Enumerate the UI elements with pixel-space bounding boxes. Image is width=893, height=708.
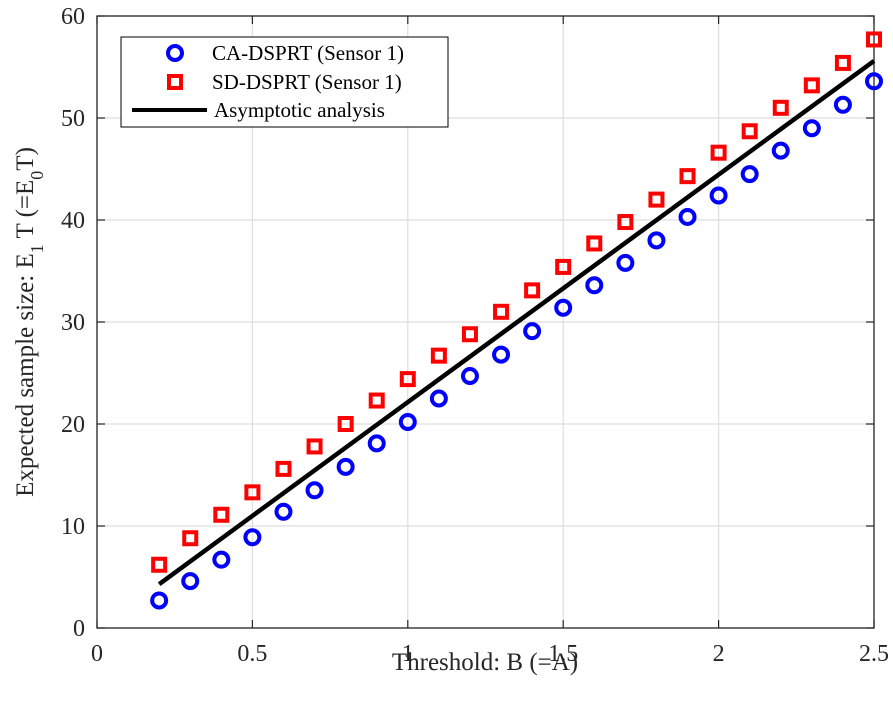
sd-dsprt-point — [679, 168, 696, 185]
sd-dsprt-point — [213, 506, 230, 523]
sd-dsprt-point — [741, 123, 758, 140]
ca-dsprt-point — [243, 528, 262, 547]
y-tick-label: 0 — [73, 616, 85, 642]
ca-dsprt-point — [274, 502, 293, 521]
sd-dsprt-point — [244, 484, 261, 501]
y-axis-label-prefix: Expected sample size: E — [12, 253, 39, 497]
asymptotic-analysis-line — [157, 59, 876, 586]
y-axis-label-subscript-0: 0 — [27, 171, 47, 180]
tick-labels: 0 0.5 1 1.5 2 2.5 0 10 20 30 40 50 60 — [61, 4, 889, 667]
sd-dsprt-point — [368, 392, 385, 409]
ca-dsprt-point — [212, 550, 231, 569]
y-tick-label: 40 — [61, 208, 85, 234]
sd-dsprt-point — [151, 556, 168, 573]
sd-dsprt-point — [399, 371, 416, 388]
ca-dsprt-point — [802, 119, 821, 138]
sd-dsprt-point — [306, 438, 323, 455]
ca-dsprt-point — [492, 345, 511, 364]
y-axis-label-middle: T (=E — [12, 180, 39, 245]
ca-dsprt-point — [865, 72, 883, 91]
x-tick-label: 0.5 — [237, 641, 267, 667]
ca-dsprt-point — [647, 231, 666, 250]
sd-dsprt-point — [337, 416, 354, 432]
ca-dsprt-point — [585, 276, 604, 295]
x-tick-label: 2.5 — [859, 641, 889, 667]
ca-dsprt-point — [833, 95, 852, 114]
sd-dsprt-point — [524, 282, 541, 299]
x-tick-label: 1 — [402, 641, 414, 667]
sd-dsprt-point — [275, 460, 292, 477]
sd-dsprt-point — [182, 530, 199, 547]
sd-dsprt-point — [555, 258, 572, 275]
ca-dsprt-point — [150, 591, 169, 610]
ca-dsprt-point — [523, 322, 542, 341]
legend: CA-DSPRT (Sensor 1) SD-DSPRT (Sensor 1) … — [120, 36, 449, 128]
ca-dsprt-point — [181, 572, 200, 591]
axes — [96, 15, 875, 629]
ca-dsprt-point — [740, 165, 759, 184]
sd-dsprt-point — [648, 191, 665, 208]
sd-dsprt-point — [772, 99, 789, 116]
legend-square-marker-icon — [167, 74, 183, 90]
ca-dsprt-point — [305, 481, 324, 500]
y-tick-label: 20 — [61, 412, 85, 438]
sd-dsprt-point — [430, 347, 447, 364]
sd-dsprt-point — [866, 31, 882, 48]
y-axis-label-suffix: T) — [12, 147, 39, 171]
y-tick-label: 50 — [61, 106, 85, 132]
x-tick-label: 1.5 — [548, 641, 578, 667]
sd-dsprt-point — [803, 77, 820, 94]
ca-dsprt-point — [367, 434, 386, 453]
legend-label-ca-dsprt: CA-DSPRT (Sensor 1) — [212, 41, 404, 65]
sd-dsprt-point — [461, 326, 478, 343]
data-layer — [150, 31, 883, 610]
ca-dsprt-point — [709, 186, 728, 205]
ca-dsprt-point — [429, 389, 448, 408]
sd-dsprt-point — [617, 214, 634, 231]
legend-label-asymptotic: Asymptotic analysis — [214, 98, 385, 122]
sd-dsprt-point — [493, 303, 510, 320]
x-tick-label: 2 — [713, 641, 725, 667]
legend-circle-marker-icon — [166, 44, 184, 62]
y-axis-label: Expected sample size: E1 T (=E0T) — [12, 147, 47, 497]
ca-dsprt-point — [398, 412, 417, 431]
x-tick-label: 0 — [91, 641, 103, 667]
sd-dsprt-point — [586, 235, 603, 252]
x-axis-label: Threshold: B (=A) — [392, 649, 578, 676]
legend-label-sd-dsprt: SD-DSPRT (Sensor 1) — [212, 70, 402, 94]
ca-dsprt-point — [554, 298, 573, 317]
ca-dsprt-point — [336, 457, 355, 476]
sd-dsprt-point — [710, 144, 727, 161]
y-tick-label: 60 — [61, 4, 85, 30]
sd-dsprt-point — [834, 54, 851, 71]
ca-dsprt-point — [460, 367, 479, 386]
y-tick-label: 30 — [61, 310, 85, 336]
y-tick-label: 10 — [61, 514, 85, 540]
y-axis-label-subscript-1: 1 — [27, 244, 47, 253]
ca-dsprt-point — [771, 141, 790, 160]
ca-dsprt-point — [678, 207, 697, 226]
ca-dsprt-point — [616, 253, 635, 272]
